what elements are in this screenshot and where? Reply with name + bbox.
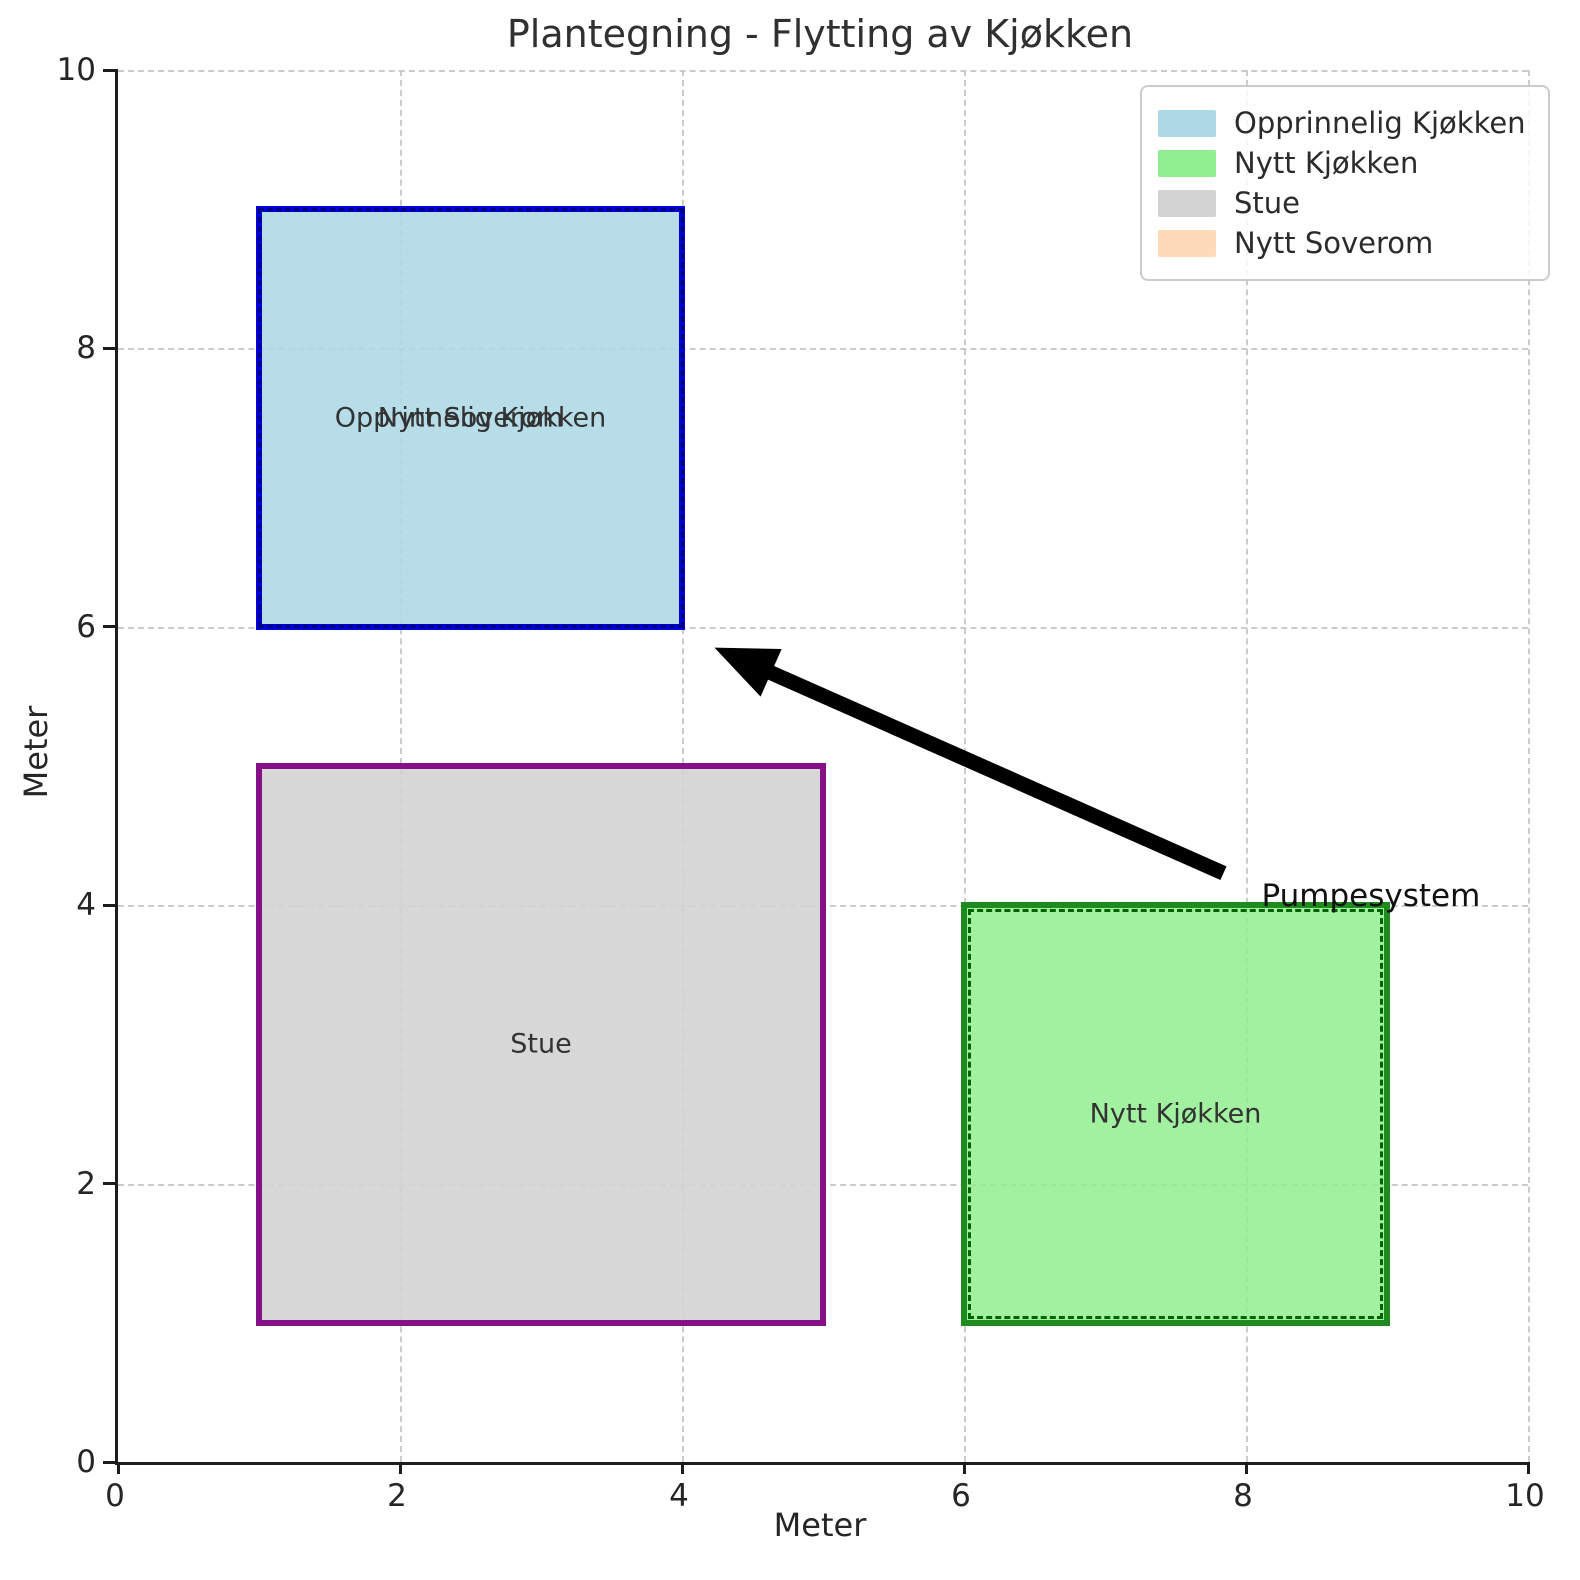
room-label: Nytt Soverom	[377, 402, 564, 434]
legend-swatch	[1158, 229, 1216, 257]
legend-item: Opprinnelig Kjøkken	[1158, 106, 1526, 140]
legend-item-label: Nytt Kjøkken	[1234, 146, 1419, 180]
x-tick-mark	[962, 1462, 966, 1474]
gridline-vertical	[1528, 70, 1530, 1462]
x-tick-mark	[1526, 1462, 1530, 1474]
y-tick-mark	[103, 1460, 118, 1464]
y-tick-mark	[103, 903, 118, 907]
y-tick-label: 8	[76, 330, 96, 367]
gridline-horizontal	[118, 626, 1528, 629]
gridline-horizontal	[118, 348, 1528, 351]
room-label: Opprinnelig Kjøkken	[334, 402, 607, 434]
room-stue	[256, 763, 826, 1326]
legend-item: Stue	[1158, 186, 1526, 220]
y-tick-mark	[103, 625, 118, 629]
y-tick-label: 10	[56, 52, 96, 88]
room-opprinnelig-kj-kken	[256, 206, 685, 630]
x-tick-label: 2	[387, 1478, 407, 1514]
x-tick-mark	[680, 1462, 684, 1474]
y-axis-label: Meter	[17, 705, 55, 799]
x-tick-label: 6	[951, 1478, 971, 1514]
x-axis-label: Meter	[773, 1506, 867, 1544]
y-tick-label: 6	[76, 608, 96, 645]
legend-swatch	[1158, 149, 1216, 177]
room-nytt-soverom	[257, 207, 684, 629]
room-label: Nytt Kjøkken	[1089, 1098, 1262, 1130]
gridline-horizontal	[118, 70, 1528, 72]
legend-item: Nytt Soverom	[1158, 226, 1526, 260]
y-tick-label: 4	[76, 887, 96, 924]
x-tick-mark	[398, 1462, 402, 1474]
gridline-vertical	[1246, 70, 1248, 1462]
y-tick-mark	[103, 68, 118, 72]
legend-item-label: Stue	[1234, 186, 1301, 220]
x-tick-label: 4	[669, 1478, 689, 1514]
room-label: Stue	[510, 1028, 572, 1060]
y-tick-label: 0	[76, 1444, 96, 1480]
x-tick-label: 8	[1233, 1478, 1253, 1514]
legend-swatch	[1158, 109, 1216, 137]
y-tick-mark	[103, 346, 118, 350]
annotation-pumpesystem: Pumpesystem	[1261, 877, 1481, 914]
x-tick-mark	[1244, 1462, 1248, 1474]
legend-item-label: Opprinnelig Kjøkken	[1234, 106, 1526, 140]
legend: Opprinnelig Kjøkken Nytt Kjøkken Stue Nytt …	[1140, 85, 1550, 281]
y-tick-label: 2	[76, 1165, 96, 1202]
legend-item: Nytt Kjøkken	[1158, 146, 1526, 180]
legend-swatch	[1158, 189, 1216, 217]
y-tick-mark	[103, 1182, 118, 1186]
chart-title: Plantegning - Flytting av Kjøkken	[506, 12, 1134, 56]
x-tick-mark	[116, 1462, 120, 1474]
x-tick-label: 0	[105, 1478, 125, 1514]
legend-item-label: Nytt Soverom	[1234, 226, 1434, 260]
x-tick-label: 10	[1505, 1478, 1545, 1514]
